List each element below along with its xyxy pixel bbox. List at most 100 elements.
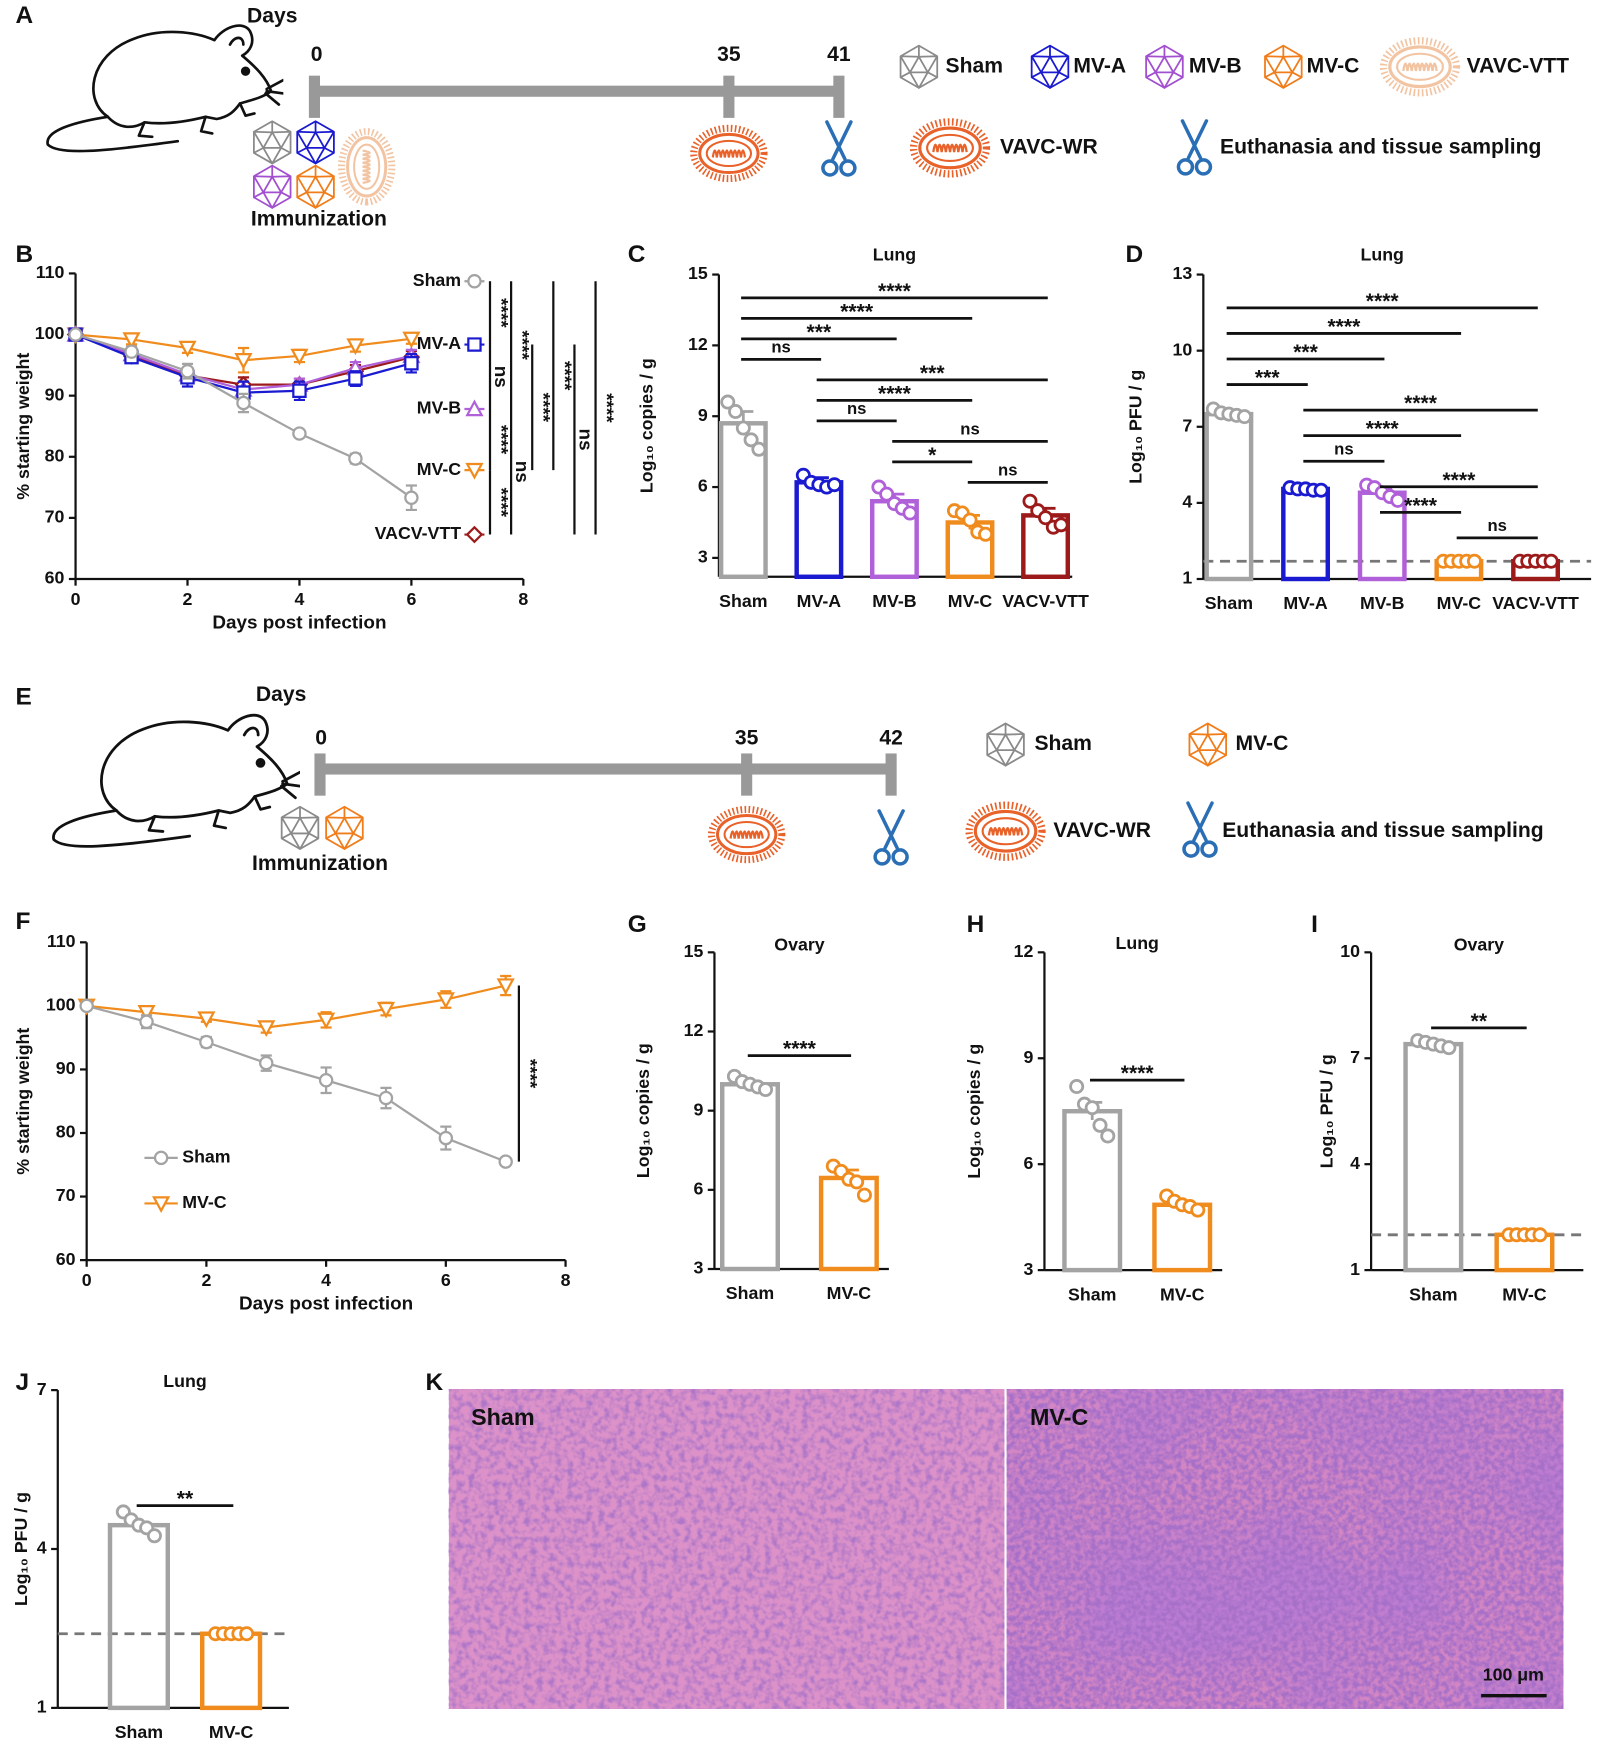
panel-label: G — [628, 911, 647, 938]
marker — [436, 992, 455, 1010]
y-tick-label: 6 — [698, 476, 708, 496]
significance-label: ns — [847, 399, 866, 418]
significance-label: **** — [1366, 418, 1400, 441]
marker — [139, 1014, 154, 1029]
day-label: 35 — [717, 43, 741, 66]
chart-title: Lung — [163, 1371, 206, 1391]
x-tick-label: MV-C — [827, 1283, 872, 1303]
significance-label: ns — [771, 338, 790, 357]
y-tick-label: 4 — [1350, 1153, 1360, 1173]
panel-label: J — [16, 1369, 30, 1396]
marker — [346, 338, 365, 356]
immunization-label: Immunization — [251, 208, 387, 231]
y-tick-label: 3 — [693, 1258, 703, 1278]
data-point — [1236, 409, 1252, 425]
y-tick-label: 90 — [45, 384, 65, 404]
legend-label: Euthanasia and tissue sampling — [1222, 819, 1543, 842]
timeline — [314, 85, 839, 97]
y-tick-label: 3 — [1023, 1259, 1033, 1279]
image-label: MV-C — [1030, 1404, 1088, 1430]
legend-label: VACV-VTT — [375, 523, 462, 543]
histology-texture — [448, 1389, 1005, 1709]
data-point — [1313, 482, 1329, 498]
data-point — [849, 1174, 865, 1190]
x-tick-label: MV-C — [948, 591, 993, 611]
image-label: Sham — [471, 1404, 535, 1430]
data-point — [962, 512, 978, 528]
data-point — [826, 477, 842, 493]
timeline-tick — [314, 753, 326, 796]
ico-icon — [252, 164, 292, 209]
marker — [465, 399, 484, 417]
y-axis-label: Log₁₀ copies / g — [964, 1044, 984, 1179]
immunization-label: Immunization — [252, 852, 388, 875]
day-label: 35 — [735, 727, 759, 750]
significance-label: ns — [998, 461, 1017, 480]
marker — [465, 462, 484, 480]
y-axis-label: Log₁₀ copies / g — [633, 1043, 653, 1178]
y-tick-label: 4 — [1182, 492, 1192, 512]
timeline-tick — [723, 75, 735, 118]
ico-icon — [1145, 44, 1184, 89]
ico-icon — [280, 805, 320, 850]
marker — [378, 1090, 394, 1106]
ico-icon — [899, 44, 939, 89]
chart-title: Lung — [873, 244, 916, 264]
marker — [236, 385, 251, 400]
significance-label: **** — [840, 300, 874, 323]
data-point — [1390, 492, 1406, 508]
data-point — [1466, 553, 1482, 569]
data-point — [1441, 1040, 1457, 1056]
virus-icon — [694, 128, 764, 178]
data-point — [856, 1187, 872, 1203]
data-point — [1053, 517, 1069, 533]
y-tick-label: 7 — [1350, 1047, 1360, 1067]
marker — [292, 383, 307, 399]
x-axis-label: Days post infection — [239, 1294, 413, 1315]
data-point — [1038, 510, 1054, 526]
virus-icon — [342, 132, 392, 202]
x-tick-label: 2 — [183, 589, 193, 609]
bar — [1204, 411, 1254, 582]
timeline — [320, 763, 892, 775]
data-point — [743, 432, 759, 448]
x-tick-label: Sham — [1068, 1284, 1116, 1304]
marker — [124, 344, 139, 359]
x-tick-label: Sham — [719, 591, 767, 611]
timeline-tick — [885, 753, 897, 796]
significance-label: **** — [511, 330, 532, 360]
significance-label: **** — [783, 1038, 817, 1061]
x-tick-label: VACV-VTT — [1492, 593, 1579, 613]
day-label: 0 — [311, 43, 323, 66]
x-tick-label: MV-C — [1437, 593, 1482, 613]
series-line — [86, 1004, 507, 1163]
marker — [496, 978, 515, 996]
data-point — [1532, 1227, 1548, 1243]
ico-icon — [986, 722, 1025, 767]
y-tick-label: 110 — [47, 931, 76, 951]
y-tick-label: 15 — [684, 941, 704, 961]
marker — [153, 1150, 169, 1166]
y-tick-label: 4 — [37, 1538, 47, 1558]
ico-icon — [1030, 44, 1070, 89]
significance-label: ** — [177, 1488, 194, 1511]
marker — [259, 1055, 274, 1071]
marker — [404, 356, 419, 371]
data-point — [720, 394, 736, 410]
x-tick-label: Sham — [1205, 593, 1253, 613]
timeline-tick — [741, 753, 753, 796]
x-tick-label: VACV-VTT — [1002, 591, 1089, 611]
y-tick-label: 80 — [56, 1122, 76, 1142]
x-tick-label: MV-B — [872, 591, 917, 611]
bar — [1403, 1041, 1464, 1273]
significance-label: **** — [1121, 1062, 1155, 1085]
day-label: 0 — [315, 727, 327, 750]
x-tick-label: MV-A — [797, 591, 842, 611]
significance-label: **** — [519, 1059, 540, 1089]
chart-title: Lung — [1116, 933, 1159, 953]
legend-label: Euthanasia and tissue sampling — [1220, 135, 1541, 158]
x-tick-label: MV-C — [209, 1722, 254, 1742]
data-point — [1543, 553, 1559, 569]
marker — [236, 395, 251, 411]
x-tick-label: 8 — [518, 589, 528, 609]
